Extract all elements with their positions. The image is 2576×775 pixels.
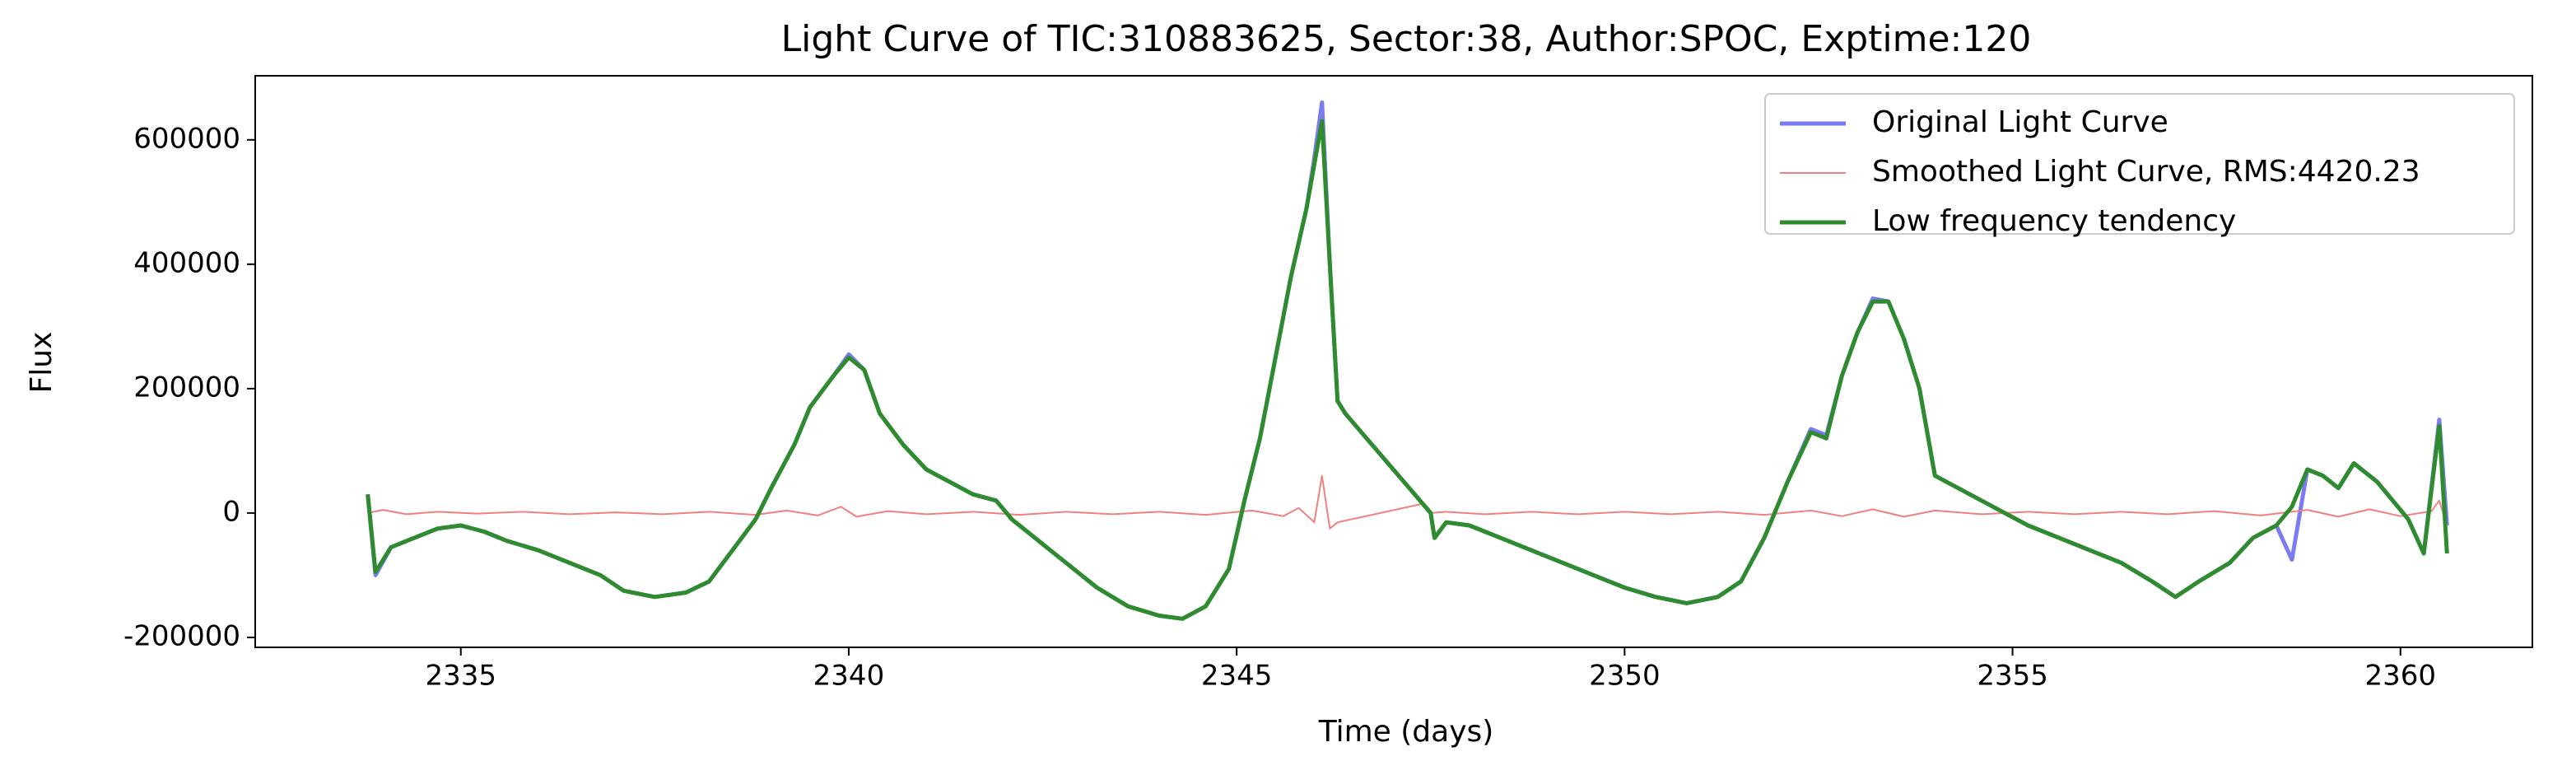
y-axis-label: Flux xyxy=(25,332,58,394)
x-tick-label: 2340 xyxy=(813,660,885,693)
y-tick-label: 400000 xyxy=(133,246,240,279)
line-series xyxy=(367,474,2448,530)
x-tick-label: 2335 xyxy=(425,660,496,693)
y-tick-label: 200000 xyxy=(133,371,240,404)
y-tick-label: 600000 xyxy=(133,122,240,155)
x-tick-label: 2345 xyxy=(1201,660,1273,693)
x-axis-label: Time (days) xyxy=(1318,715,1494,749)
y-tick-label: 0 xyxy=(222,495,240,528)
x-tick-label: 2360 xyxy=(2365,660,2437,693)
y-tick-label: -200000 xyxy=(123,619,240,652)
legend-label: Low frequency tendency xyxy=(1872,204,2236,238)
x-tick-label: 2355 xyxy=(1977,660,2048,693)
x-tick-label: 2350 xyxy=(1589,660,1661,693)
legend-label: Smoothed Light Curve, RMS:4420.23 xyxy=(1872,155,2420,189)
legend-label: Original Light Curve xyxy=(1872,105,2168,139)
plot-frame xyxy=(254,75,2533,648)
line-series xyxy=(366,119,2449,621)
chart-title: Light Curve of TIC:310883625, Sector:38,… xyxy=(781,18,2032,60)
legend-box xyxy=(1764,93,2515,235)
